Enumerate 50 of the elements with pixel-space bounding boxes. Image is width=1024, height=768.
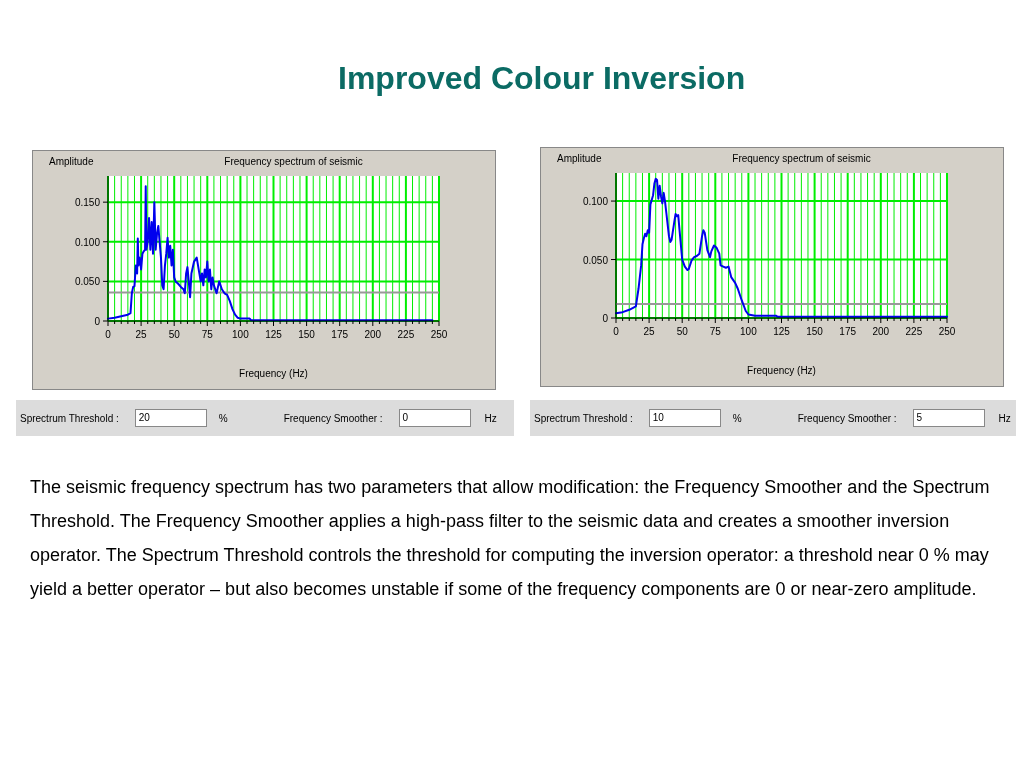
text: Hz bbox=[998, 412, 1011, 424]
x-tick-label: 25 bbox=[643, 326, 656, 337]
x-tick-label: 75 bbox=[709, 326, 722, 337]
line-series bbox=[107, 185, 434, 322]
text: % bbox=[732, 412, 742, 424]
x-tick-label: 0 bbox=[105, 329, 112, 340]
x-tick-label: 150 bbox=[298, 329, 316, 340]
text: Frequency Smoother : bbox=[283, 412, 383, 424]
text-field: 5 bbox=[912, 409, 985, 427]
x-tick-label: 200 bbox=[364, 329, 382, 340]
y-tick-label: 0.100 bbox=[582, 196, 609, 208]
text: Improved Colour Inversion bbox=[338, 60, 746, 97]
text: Sprectrum Threshold : bbox=[20, 412, 119, 424]
x-tick-label: 175 bbox=[839, 326, 857, 337]
text: Frequency Smoother : bbox=[797, 412, 897, 424]
x-tick-label: 100 bbox=[232, 329, 250, 340]
x-tick-label: 50 bbox=[676, 326, 689, 337]
x-tick-label: 150 bbox=[806, 326, 824, 337]
x-tick-label: 25 bbox=[135, 329, 148, 340]
y-axis-title: Amplitude bbox=[557, 153, 602, 164]
y-tick-label: 0 bbox=[602, 313, 609, 324]
x-axis-title: Frequency (Hz) bbox=[239, 368, 308, 379]
x-tick-label: 125 bbox=[265, 329, 283, 340]
y-tick-label: 0 bbox=[94, 316, 101, 327]
x-axis-title: Frequency (Hz) bbox=[747, 365, 816, 376]
text-field: 20 bbox=[134, 409, 207, 427]
y-axis-title: Amplitude bbox=[49, 156, 94, 167]
x-tick-label: 0 bbox=[613, 326, 620, 337]
x-tick-label: 75 bbox=[201, 329, 214, 340]
x-tick-label: 50 bbox=[168, 329, 181, 340]
x-tick-label: 125 bbox=[773, 326, 791, 337]
text-field: 0 bbox=[398, 409, 471, 427]
x-tick-label: 250 bbox=[430, 329, 448, 340]
x-tick-label: 225 bbox=[905, 326, 923, 337]
x-tick-label: 200 bbox=[872, 326, 890, 337]
text: Hz bbox=[484, 412, 497, 424]
text: The seismic frequency spectrum has two parameters that allow modification: the Frequency Smoother and the Spectrum Threshold. The Frequency Smoother applies a high-pass filter to the seismic data and creates a smoother inversion operator. The Spectrum Threshold controls the threshold for computing the inversion operator: a threshold near 0 % may yield a better operator – but also becomes unstable if some of the frequency components are 0 or near-zero amplitude. bbox=[30, 476, 990, 601]
x-tick-label: 100 bbox=[740, 326, 758, 337]
y-tick-label: 0.050 bbox=[582, 254, 609, 266]
y-tick-label: 0.150 bbox=[74, 197, 101, 209]
y-tick-label: 0.100 bbox=[74, 236, 101, 248]
y-tick-label: 0.050 bbox=[74, 276, 101, 288]
x-tick-label: 250 bbox=[938, 326, 956, 337]
x-tick-label: 175 bbox=[331, 329, 349, 340]
text: Sprectrum Threshold : bbox=[534, 412, 633, 424]
text-field: 10 bbox=[648, 409, 721, 427]
x-tick-label: 225 bbox=[397, 329, 415, 340]
chart-title: Frequency spectrum of seismic bbox=[732, 153, 871, 164]
text: % bbox=[218, 412, 228, 424]
chart-title: Frequency spectrum of seismic bbox=[224, 156, 363, 167]
